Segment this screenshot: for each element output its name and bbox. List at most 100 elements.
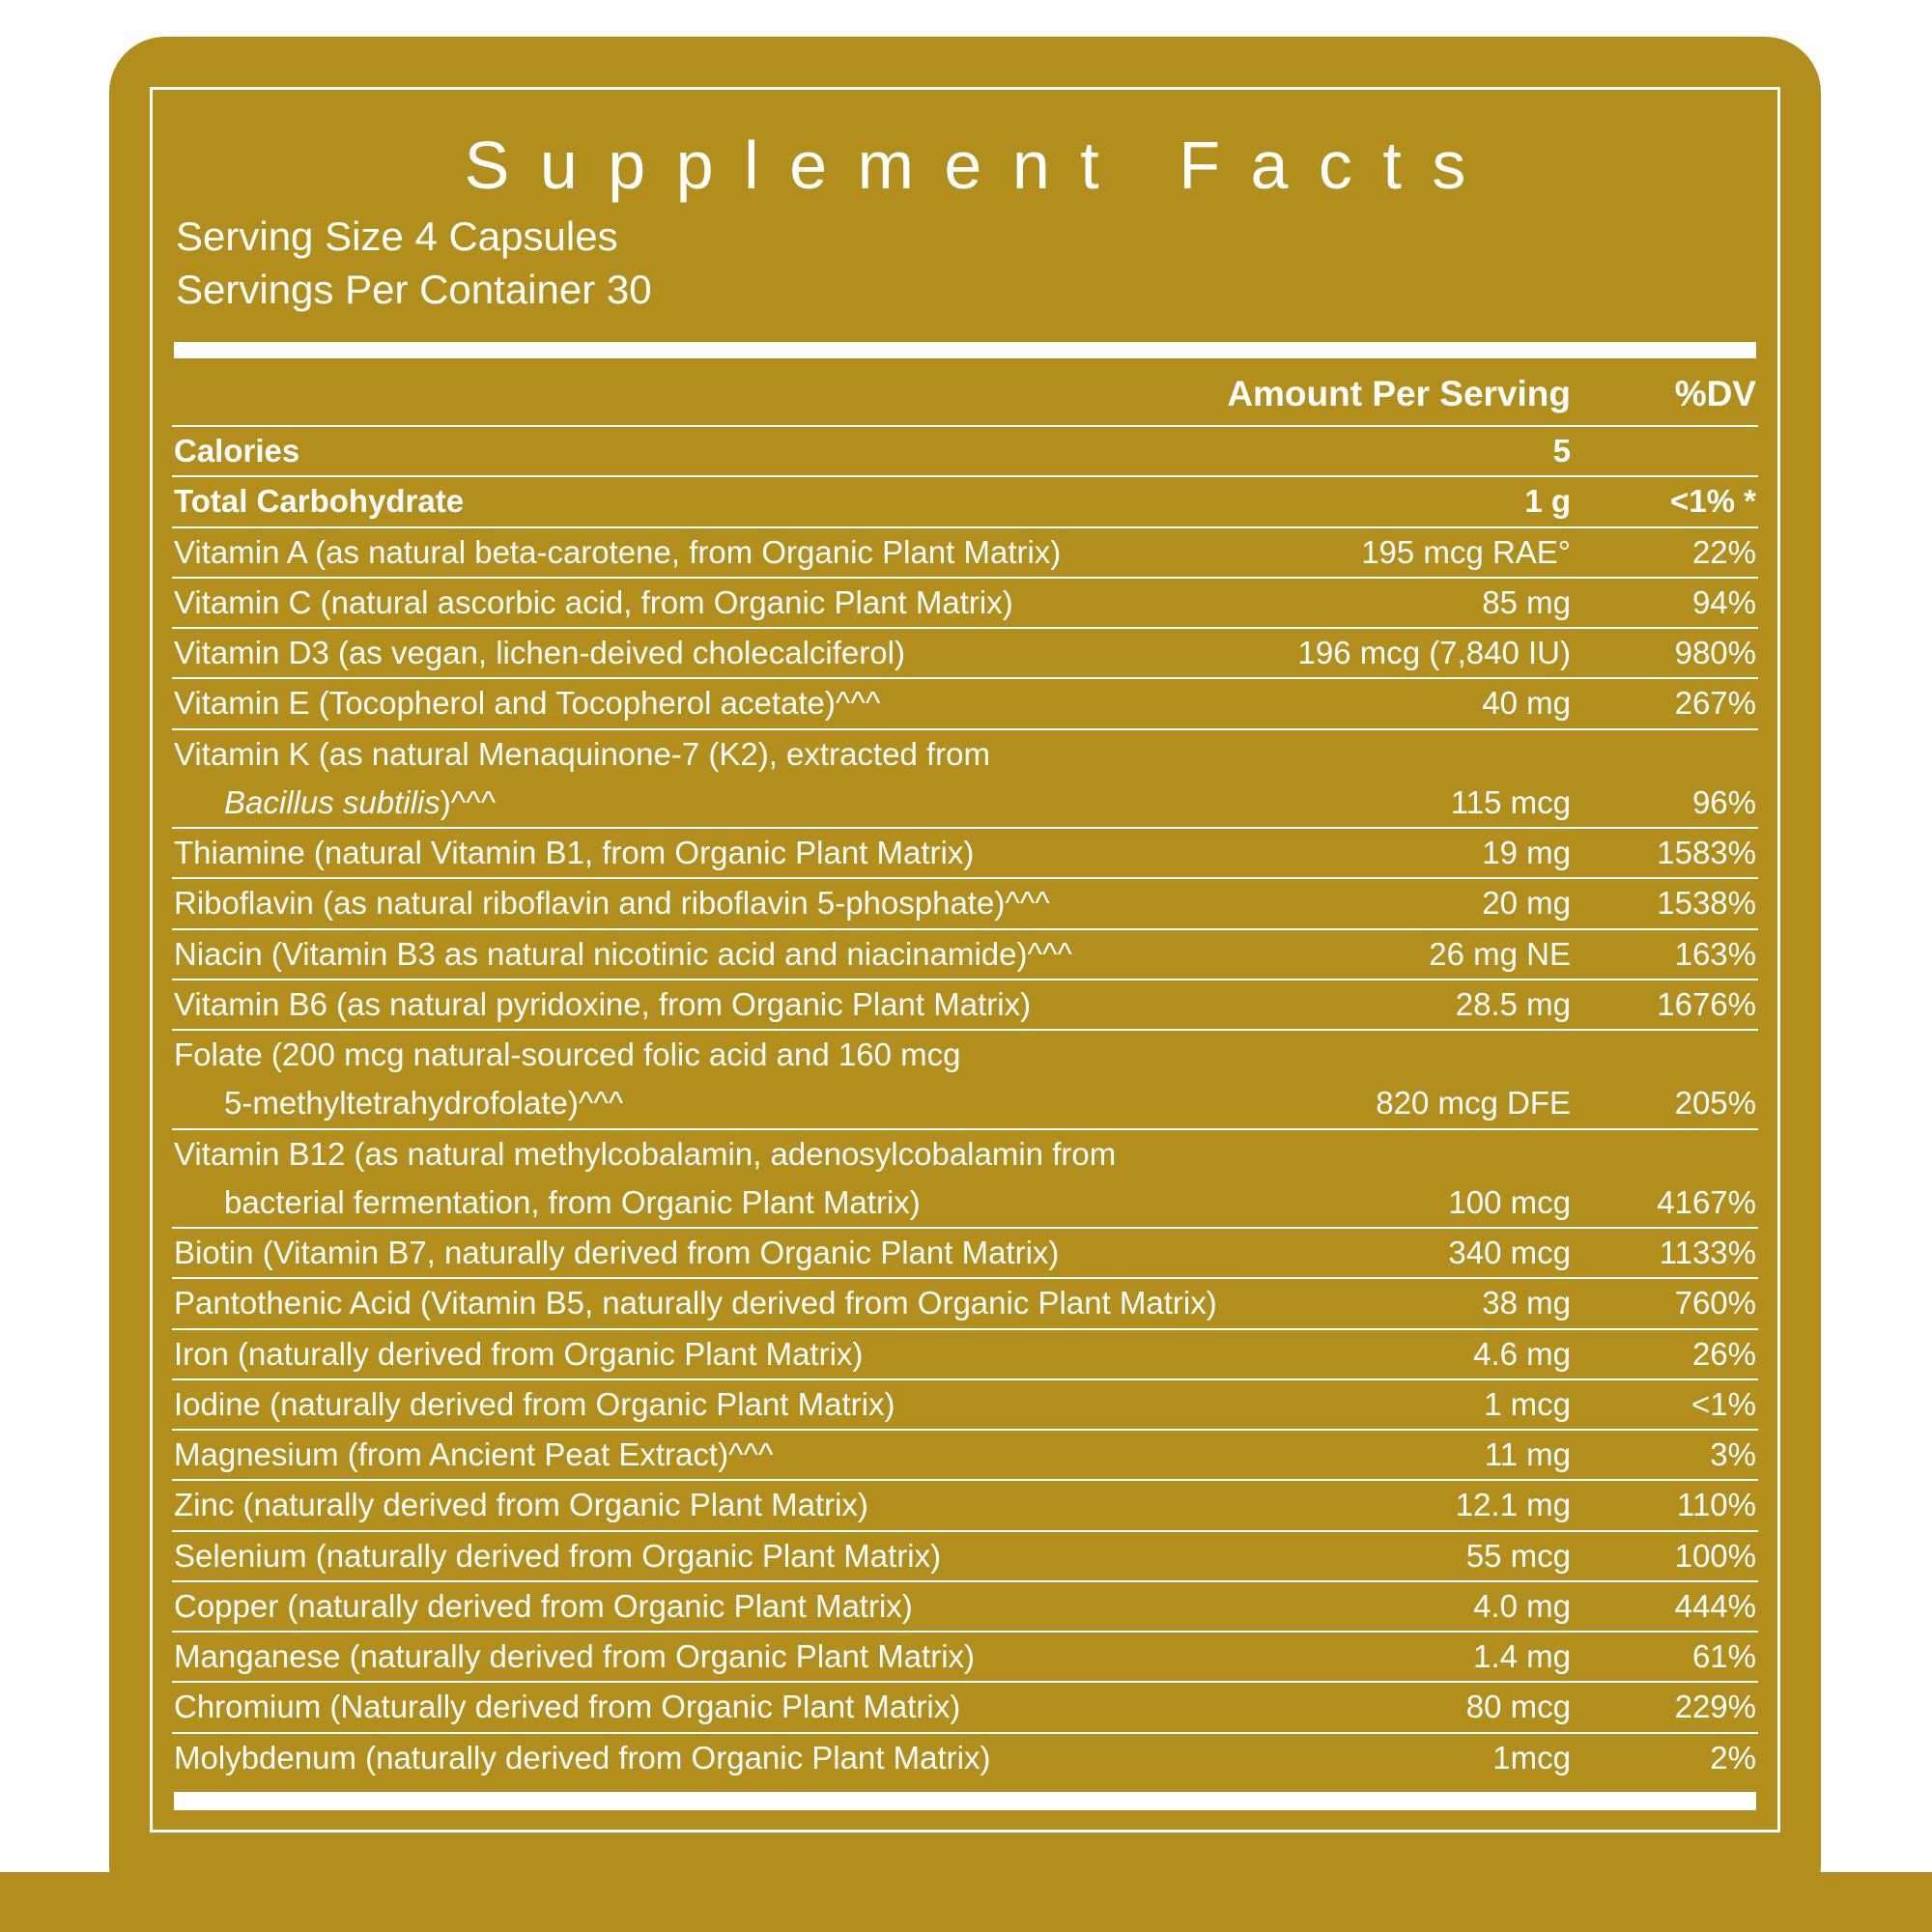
nutrient-amount: 40 mg (1482, 685, 1571, 722)
nutrient-amount: 38 mg (1482, 1285, 1571, 1321)
nutrient-dv: 4167% (1657, 1183, 1756, 1220)
nutrient-name: Vitamin B12 (as natural methylcobalamin,… (174, 1135, 1117, 1172)
nutrient-name: Total Carbohydrate (174, 483, 465, 520)
table-row: Zinc (naturally derived from Organic Pla… (172, 1479, 1758, 1529)
table-row: Iodine (naturally derived from Organic P… (172, 1378, 1758, 1429)
table-row: Vitamin B6 (as natural pyridoxine, from … (172, 978, 1758, 1029)
nutrient-dv: 163% (1674, 935, 1756, 972)
nutrient-amount: 4.0 mg (1473, 1587, 1571, 1624)
nutrient-name: Iron (naturally derived from Organic Pla… (174, 1335, 864, 1372)
nutrient-name: Zinc (naturally derived from Organic Pla… (174, 1487, 868, 1523)
nutrient-dv: 205% (1674, 1085, 1756, 1122)
nutrient-name: Selenium (naturally derived from Organic… (174, 1537, 942, 1574)
nutrient-dv: 3% (1710, 1436, 1756, 1472)
nutrient-amount: 19 mg (1482, 835, 1571, 870)
nutrient-amount: 115 mcg (1450, 783, 1571, 820)
nutrient-dv: <1% (1691, 1385, 1756, 1422)
nutrient-dv: 61% (1691, 1638, 1756, 1674)
nutrient-name: Vitamin K (as natural Menaquinone-7 (K2)… (174, 735, 990, 772)
nutrient-dv: 229% (1674, 1689, 1756, 1725)
nutrient-dv: 1538% (1657, 885, 1756, 922)
table-row: Folate (200 mcg natural-sourced folic ac… (172, 1029, 1758, 1128)
nutrient-amount: 1mcg (1492, 1739, 1571, 1776)
divider-thick-bottom (174, 1791, 1756, 1810)
table-row: Magnesium (from Ancient Peat Extract)^^^… (172, 1429, 1758, 1479)
nutrient-rows: Calories 5 Total Carbohydrate 1 g <1% * … (172, 425, 1758, 1782)
facts-panel: Supplement Facts Serving Size 4 Capsules… (150, 87, 1780, 1833)
nutrient-dv: 94% (1691, 583, 1756, 620)
nutrient-amount: 85 mg (1482, 583, 1571, 620)
nutrient-dv: 267% (1674, 685, 1756, 722)
nutrient-name: Iodine (naturally derived from Organic P… (174, 1385, 895, 1422)
nutrient-name: Vitamin E (Tocopherol and Tocopherol ace… (174, 685, 881, 722)
nutrient-amount: 1 g (1524, 483, 1571, 520)
nutrient-amount: 12.1 mg (1455, 1487, 1571, 1523)
footer-gold-strip (0, 1872, 1932, 1932)
nutrient-amount: 340 mcg (1448, 1235, 1571, 1270)
nutrient-dv: 1583% (1657, 835, 1756, 870)
table-row: Vitamin E (Tocopherol and Tocopherol ace… (172, 677, 1758, 727)
nutrient-amount: 1 mcg (1484, 1385, 1571, 1422)
table-row: Iron (naturally derived from Organic Pla… (172, 1327, 1758, 1378)
table-row: Niacin (Vitamin B3 as natural nicotinic … (172, 927, 1758, 979)
nutrient-amount: 28.5 mg (1455, 985, 1571, 1022)
table-row: Molybdenum (naturally derived from Organ… (172, 1731, 1758, 1782)
nutrient-amount: 26 mg NE (1429, 935, 1571, 972)
nutrient-name-line2: Bacillus subtilis)^^^ (224, 783, 497, 820)
nutrient-dv: 1676% (1657, 985, 1756, 1022)
table-row: Vitamin C (natural ascorbic acid, from O… (172, 576, 1758, 627)
nutrient-name-line2: 5-methyltetrahydrofolate)^^^ (224, 1085, 624, 1122)
nutrient-amount: 4.6 mg (1473, 1335, 1571, 1372)
table-row: Vitamin D3 (as vegan, lichen-deived chol… (172, 627, 1758, 677)
nutrient-name: Biotin (Vitamin B7, naturally derived fr… (174, 1235, 1060, 1270)
table-row: Riboflavin (as natural riboflavin and ri… (172, 877, 1758, 927)
nutrient-amount: 11 mg (1484, 1436, 1571, 1472)
nutrient-name: Thiamine (natural Vitamin B1, from Organ… (174, 835, 975, 870)
nutrient-name-line2: bacterial fermentation, from Organic Pla… (224, 1183, 921, 1220)
nutrient-dv: 1133% (1659, 1235, 1756, 1270)
nutrient-name: Copper (naturally derived from Organic P… (174, 1587, 913, 1624)
nutrient-amount: 195 mcg RAE° (1361, 533, 1571, 570)
nutrient-amount: 1.4 mg (1473, 1638, 1571, 1674)
nutrient-dv: 980% (1674, 635, 1756, 670)
nutrient-amount: 55 mcg (1465, 1537, 1571, 1574)
nutrient-name: Magnesium (from Ancient Peat Extract)^^^ (174, 1436, 774, 1472)
table-row: Thiamine (natural Vitamin B1, from Organ… (172, 827, 1758, 877)
nutrient-dv: 26% (1691, 1335, 1756, 1372)
panel-title: Supplement Facts (464, 128, 1496, 203)
nutrient-name: Molybdenum (naturally derived from Organ… (174, 1739, 991, 1776)
table-row: Copper (naturally derived from Organic P… (172, 1579, 1758, 1631)
nutrient-name: Vitamin C (natural ascorbic acid, from O… (174, 583, 1013, 620)
servings-per-container-text: Servings Per Container 30 (176, 267, 652, 313)
nutrient-dv: 96% (1691, 783, 1756, 820)
nutrient-dv: 22% (1691, 533, 1756, 570)
table-row: Total Carbohydrate 1 g <1% * (172, 475, 1758, 526)
nutrient-dv: <1% * (1670, 483, 1756, 520)
nutrient-dv: 110% (1677, 1487, 1756, 1523)
table-row: Chromium (Naturally derived from Organic… (172, 1681, 1758, 1731)
table-row: Vitamin K (as natural Menaquinone-7 (K2)… (172, 727, 1758, 828)
supplement-facts-label: Supplement Facts Serving Size 4 Capsules… (109, 37, 1821, 1921)
nutrient-name: Folate (200 mcg natural-sourced folic ac… (174, 1037, 961, 1072)
table-row: Pantothenic Acid (Vitamin B5, naturally … (172, 1277, 1758, 1327)
nutrient-amount: 820 mcg DFE (1376, 1085, 1571, 1122)
nutrient-name: Pantothenic Acid (Vitamin B5, naturally … (174, 1285, 1217, 1321)
nutrient-name: Chromium (Naturally derived from Organic… (174, 1689, 961, 1725)
amount-per-serving-header: Amount Per Serving (1227, 373, 1571, 413)
nutrient-name: Riboflavin (as natural riboflavin and ri… (174, 885, 1050, 922)
nutrient-name: Vitamin D3 (as vegan, lichen-deived chol… (174, 635, 905, 670)
nutrient-name: Niacin (Vitamin B3 as natural nicotinic … (174, 935, 1072, 972)
nutrient-dv: 444% (1674, 1587, 1756, 1624)
nutrient-name: Calories (174, 433, 300, 469)
nutrient-amount: 20 mg (1482, 885, 1571, 922)
dv-header: %DV (1674, 373, 1756, 413)
nutrient-name: Manganese (naturally derived from Organi… (174, 1638, 976, 1674)
table-row: Vitamin A (as natural beta-carotene, fro… (172, 526, 1758, 577)
nutrient-name: Vitamin A (as natural beta-carotene, fro… (174, 533, 1062, 570)
serving-size-text: Serving Size 4 Capsules (176, 213, 618, 259)
nutrient-dv: 760% (1674, 1285, 1756, 1321)
nutrient-amount: 196 mcg (7,840 IU) (1297, 635, 1571, 670)
table-row: Biotin (Vitamin B7, naturally derived fr… (172, 1227, 1758, 1277)
nutrient-dv: 100% (1674, 1537, 1756, 1574)
nutrient-amount: 5 (1552, 433, 1571, 469)
